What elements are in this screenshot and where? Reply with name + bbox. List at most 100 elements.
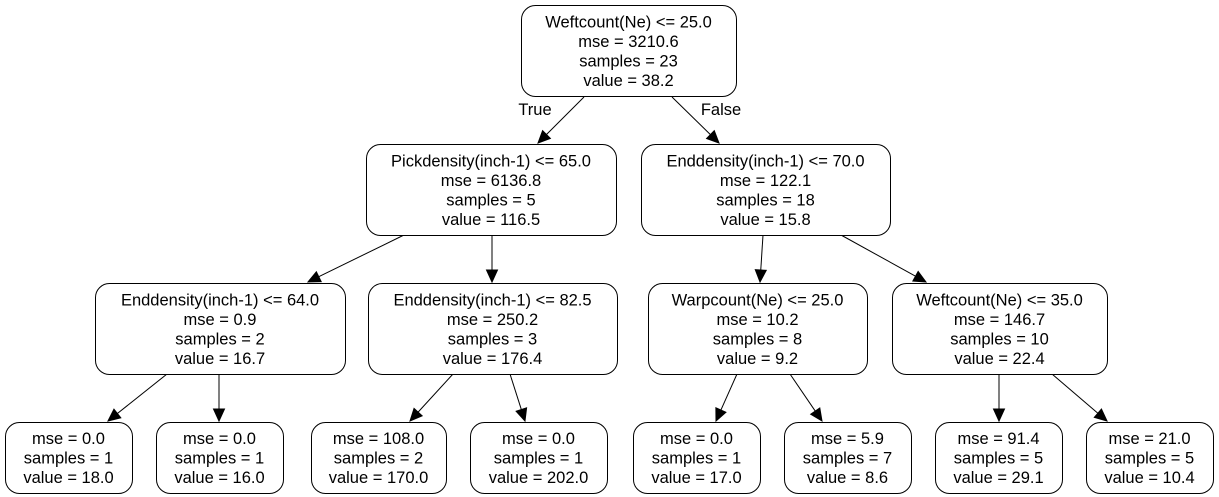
- edge-line: [417, 373, 454, 413]
- node-text-line: mse = 91.4: [957, 430, 1039, 448]
- node-text-line: mse = 6136.8: [441, 172, 541, 190]
- node-text-line: value = 16.0: [174, 469, 264, 487]
- split-node: Enddensity(inch-1) <= 70.0 mse = 122.1sam…: [641, 144, 891, 236]
- node-text-line: samples = 1: [652, 450, 741, 468]
- node-box: [641, 144, 891, 236]
- arrowhead-icon: [715, 407, 727, 423]
- node-text-line: samples = 23: [579, 52, 678, 70]
- arrowhead-icon: [306, 270, 322, 283]
- edge-warpcount-to-leaf6: [789, 373, 823, 422]
- node-text-line: value = 38.2: [583, 72, 673, 90]
- node-text-line: Weftcount(Ne) <= 25.0: [545, 13, 712, 31]
- node-box: [95, 283, 346, 375]
- arrowhead-icon: [107, 408, 122, 422]
- node-text-line: mse = 3210.6: [578, 33, 678, 51]
- edge-enddensity64-to-leaf1: [107, 373, 168, 422]
- node-text-line: Enddensity(inch-1) <= 82.5: [393, 291, 591, 309]
- node-text-line: Pickdensity(inch-1) <= 65.0: [391, 152, 591, 170]
- node-text-line: samples = 1: [175, 450, 264, 468]
- true-edge-label: True: [518, 101, 551, 119]
- tree-edges: [107, 96, 1108, 423]
- edge-enddensity64-to-leaf2: [212, 374, 226, 423]
- node-text-line: value = 202.0: [489, 469, 589, 487]
- node-text-line: mse = 0.0: [183, 430, 256, 448]
- node-text-line: samples = 7: [803, 450, 892, 468]
- node-text-line: value = 15.8: [720, 211, 810, 229]
- node-text-line: value = 17.0: [651, 469, 741, 487]
- node-text-line: Warpcount(Ne) <= 25.0: [672, 291, 844, 309]
- node-text-line: samples = 5: [1105, 450, 1194, 468]
- split-node: Enddensity(inch-1) <= 64.0 mse = 0.9sampl…: [95, 283, 346, 375]
- node-text-line: value = 29.1: [953, 469, 1043, 487]
- node-box: [311, 422, 447, 494]
- edge-warpcount-to-leaf5: [715, 373, 738, 423]
- node-text-line: mse = 0.9: [184, 311, 257, 329]
- edge-enddensity82-to-leaf4: [509, 373, 528, 423]
- node-text-line: value = 10.4: [1104, 469, 1194, 487]
- edge-enddensity82-to-leaf3: [409, 373, 454, 422]
- node-text-line: value = 8.6: [807, 469, 888, 487]
- split-node: Weftcount(Ne) <= 25.0 mse = 3210.6samples…: [521, 5, 737, 97]
- node-text-line: value = 22.4: [954, 350, 1044, 368]
- arrowhead-icon: [912, 270, 928, 283]
- node-box: [935, 422, 1063, 494]
- node-text-line: samples = 8: [713, 330, 802, 348]
- edge-line: [671, 96, 711, 135]
- edge-root-to-pickdensity: [537, 96, 585, 144]
- edge-enddensity70-to-weftcount35: [840, 234, 928, 283]
- edge-line: [1051, 373, 1099, 414]
- node-text-line: mse = 21.0: [1108, 430, 1190, 448]
- node-text-line: Enddensity(inch-1) <= 64.0: [121, 291, 319, 309]
- node-box: [633, 422, 761, 494]
- node-text-line: samples = 5: [954, 450, 1043, 468]
- arrowhead-icon: [705, 129, 720, 144]
- node-box: [892, 283, 1108, 375]
- arrowhead-icon: [992, 408, 1006, 423]
- edge-line: [789, 373, 816, 412]
- split-node: Pickdensity(inch-1) <= 65.0 mse = 6136.8s…: [366, 144, 617, 236]
- node-box: [368, 283, 618, 375]
- node-box: [470, 422, 608, 494]
- split-node: Enddensity(inch-1) <= 82.5 mse = 250.2sam…: [368, 283, 618, 375]
- edge-line: [117, 373, 168, 414]
- node-text-line: value = 9.2: [717, 350, 798, 368]
- edge-line: [840, 234, 916, 277]
- edge-pickdensity-to-enddensity82: [485, 235, 499, 284]
- edge-line: [760, 234, 764, 271]
- node-text-line: samples = 10: [950, 330, 1049, 348]
- edge-line: [509, 373, 522, 410]
- edge-line: [546, 96, 585, 135]
- node-box: [156, 422, 284, 494]
- arrowhead-icon: [485, 269, 499, 284]
- node-text-line: mse = 108.0: [333, 430, 424, 448]
- node-text-line: samples = 2: [175, 330, 264, 348]
- node-text-line: value = 16.7: [175, 350, 265, 368]
- node-text-line: mse = 250.2: [447, 311, 538, 329]
- node-box: [1086, 422, 1214, 494]
- edge-pickdensity-to-enddensity64: [306, 234, 405, 283]
- node-text-line: Enddensity(inch-1) <= 70.0: [666, 152, 864, 170]
- arrowhead-icon: [537, 129, 552, 144]
- node-text-line: samples = 18: [716, 191, 815, 209]
- arrowhead-icon: [515, 407, 528, 423]
- node-text-line: value = 116.5: [442, 211, 540, 229]
- edge-line: [720, 373, 738, 411]
- node-box: [521, 5, 737, 97]
- node-text-line: samples = 5: [446, 191, 535, 209]
- node-text-line: mse = 5.9: [811, 430, 884, 448]
- node-text-line: Weftcount(Ne) <= 35.0: [916, 291, 1083, 309]
- node-text-line: samples = 2: [334, 450, 423, 468]
- arrowhead-icon: [809, 407, 823, 422]
- arrowhead-icon: [1093, 408, 1108, 422]
- node-box: [5, 422, 133, 494]
- node-box: [784, 422, 912, 494]
